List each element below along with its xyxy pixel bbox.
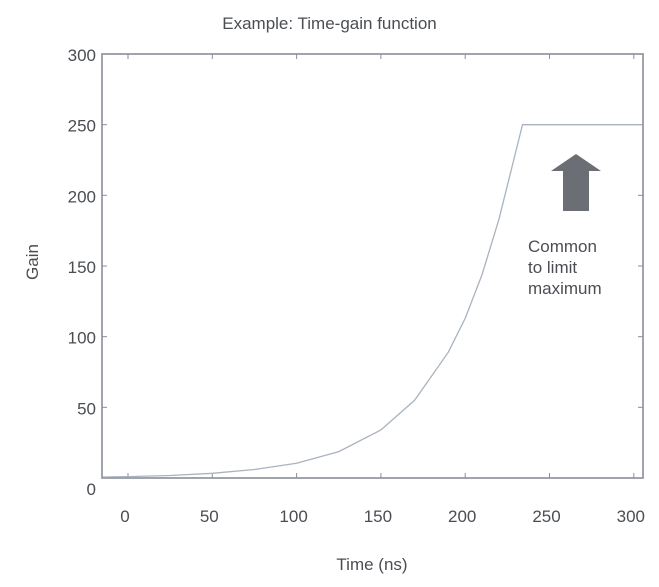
y-axis-ticks: 0 50 100 150 200 250 300 bbox=[68, 46, 643, 499]
x-axis-label: Time (ns) bbox=[336, 555, 407, 574]
x-tick-label: 100 bbox=[279, 507, 307, 526]
gain-curve bbox=[102, 124, 643, 478]
x-tick-label: 250 bbox=[532, 507, 560, 526]
chart-title: Example: Time-gain function bbox=[222, 14, 437, 33]
x-tick-label: 200 bbox=[448, 507, 476, 526]
y-tick-label: 0 bbox=[87, 480, 96, 499]
y-tick-label: 150 bbox=[68, 258, 96, 277]
x-tick-label: 50 bbox=[200, 507, 219, 526]
x-tick-label: 0 bbox=[120, 507, 129, 526]
x-tick-label: 150 bbox=[364, 507, 392, 526]
y-tick-label: 200 bbox=[68, 187, 96, 206]
y-axis-label: Gain bbox=[23, 244, 42, 280]
y-tick-label: 300 bbox=[68, 46, 96, 65]
x-axis-ticks: 0 50 100 150 200 250 300 bbox=[120, 54, 645, 526]
x-tick-label: 300 bbox=[617, 507, 645, 526]
y-tick-label: 250 bbox=[68, 117, 96, 136]
up-arrow-icon bbox=[551, 154, 601, 211]
annotation-text: Common to limit maximum bbox=[528, 237, 602, 298]
y-tick-label: 50 bbox=[77, 399, 96, 418]
y-tick-label: 100 bbox=[68, 329, 96, 348]
